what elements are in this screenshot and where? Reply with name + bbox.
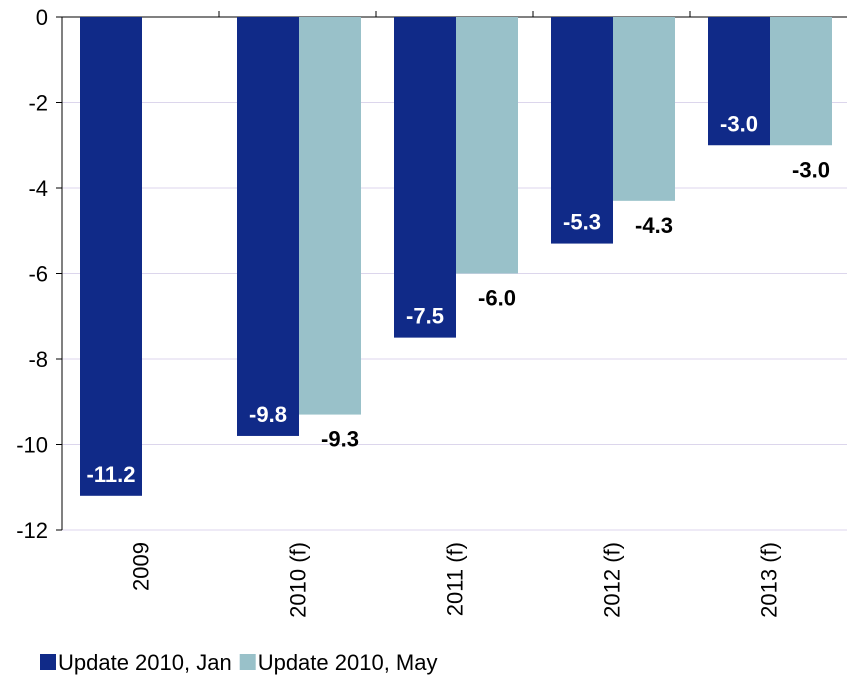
bar (613, 17, 675, 201)
x-tick-label: 2009 (129, 542, 154, 591)
value-label: -5.3 (563, 210, 601, 235)
x-tick-label: 2013 (f) (757, 542, 782, 618)
legend-swatch (239, 654, 256, 670)
y-tick-label: -8 (28, 347, 48, 372)
bar (708, 17, 770, 146)
value-label: -4.3 (635, 213, 673, 238)
bar (551, 17, 613, 244)
value-label: -7.5 (406, 304, 444, 329)
y-tick-label: -10 (16, 433, 48, 458)
bar (456, 17, 518, 274)
x-tick-label: 2012 (f) (600, 542, 625, 618)
legend-label: Update 2010, May (258, 650, 438, 675)
legend-swatch (40, 654, 56, 670)
value-label: -11.2 (87, 462, 136, 487)
y-tick-label: -6 (28, 262, 48, 287)
y-tick-label: -2 (28, 91, 48, 116)
bar (394, 17, 456, 338)
value-label: -3.0 (720, 111, 758, 136)
bar (770, 17, 832, 146)
value-label: -9.8 (249, 402, 287, 427)
y-tick-label: 0 (36, 5, 48, 30)
y-tick-label: -4 (28, 176, 48, 201)
value-label: -3.0 (792, 157, 830, 182)
y-tick-label: -12 (16, 518, 48, 543)
legend-label: Update 2010, Jan (58, 650, 232, 675)
value-label: -9.3 (321, 427, 359, 452)
bar (299, 17, 361, 415)
value-label: -6.0 (478, 286, 516, 311)
bar (80, 17, 142, 496)
x-tick-label: 2010 (f) (286, 542, 311, 618)
x-tick-label: 2011 (f) (443, 542, 468, 616)
bar (237, 17, 299, 436)
